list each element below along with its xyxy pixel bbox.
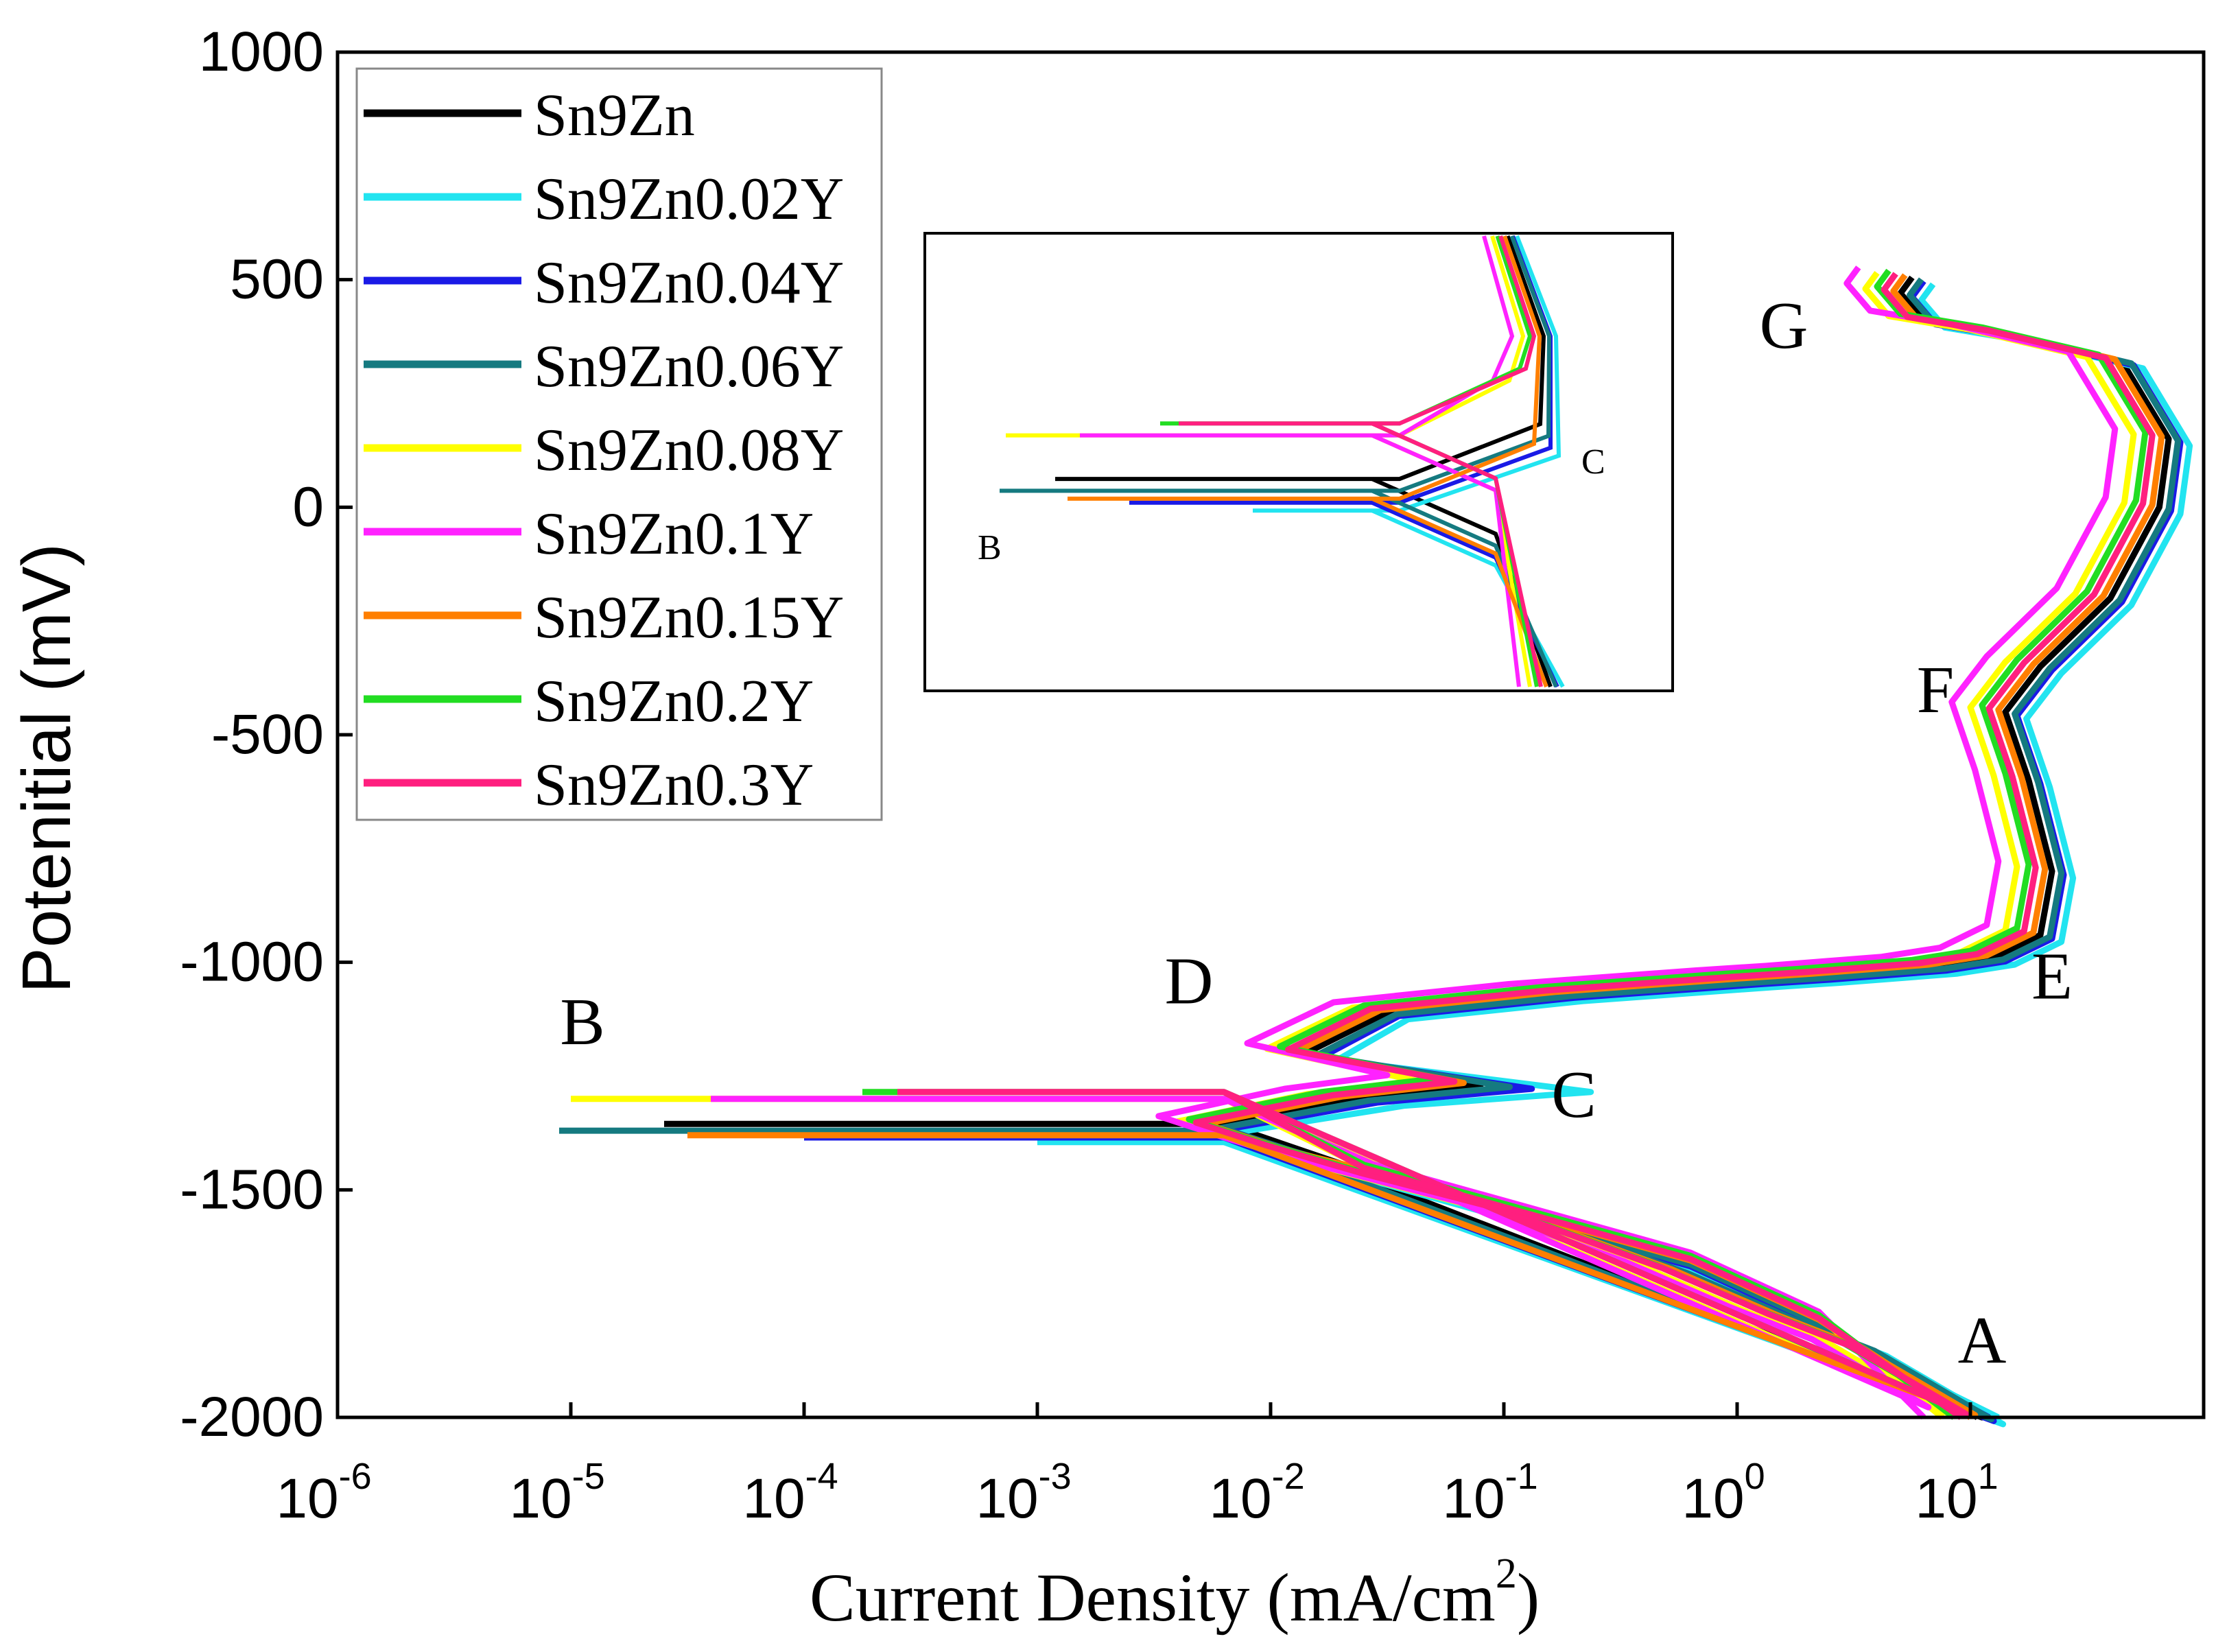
point-label: B <box>560 985 604 1059</box>
x-axis-title-main: Current Density (mA/cm <box>810 1559 1496 1636</box>
inset-series-3 <box>1000 235 1552 493</box>
y-tick-label: -2000 <box>180 1386 324 1448</box>
legend-label: Sn9Zn <box>534 82 695 149</box>
point-label: D <box>1165 944 1214 1018</box>
inset-label-b: B <box>978 528 1002 567</box>
point-label: E <box>2031 940 2073 1014</box>
legend-label: Sn9Zn0.04Y <box>534 250 844 316</box>
point-label: C <box>1551 1058 1596 1132</box>
legend-label: Sn9Zn0.02Y <box>534 166 844 233</box>
inset-frame <box>923 232 1674 692</box>
series-line-8 <box>897 272 2156 1417</box>
x-tick-label: 10-4 <box>742 1456 838 1530</box>
inset-panel: B C <box>923 232 1674 692</box>
legend-label: Sn9Zn0.08Y <box>534 417 844 484</box>
y-tick-label: -1000 <box>180 931 324 993</box>
x-tick-label: 10-2 <box>1209 1456 1304 1530</box>
legend-label: Sn9Zn0.15Y <box>534 585 844 651</box>
inset-label-c: C <box>1581 442 1605 482</box>
series-cathodic-8 <box>1222 1089 1963 1420</box>
inset-cathodic-3 <box>1371 488 1558 688</box>
x-tick-label: 100 <box>1682 1456 1765 1530</box>
y-tick-label: -500 <box>211 703 324 766</box>
x-tick-label: 10-5 <box>509 1456 604 1530</box>
series-group <box>559 266 2193 1428</box>
y-tick-label: 500 <box>230 248 324 311</box>
y-tick-label: 0 <box>292 475 324 538</box>
inset-cathodic-5 <box>1371 433 1521 687</box>
inset-series-0 <box>1055 235 1546 482</box>
legend-label: Sn9Zn0.06Y <box>534 333 844 400</box>
inset-series-6 <box>1068 235 1542 501</box>
inset-cathodic-8 <box>1371 421 1543 687</box>
point-label-group: A B C D E F G <box>560 289 2073 1378</box>
y-axis-title: Potenitial (mV) <box>8 543 85 993</box>
x-axis-title-close: ) <box>1517 1559 1540 1636</box>
x-tick-label: 10-3 <box>976 1456 1071 1530</box>
x-tick-label: 101 <box>1915 1456 1998 1530</box>
point-label: F <box>1917 653 1955 727</box>
x-axis-title-sup: 2 <box>1496 1550 1517 1597</box>
point-label: A <box>1958 1303 2007 1378</box>
y-tick-label: -1500 <box>180 1158 324 1220</box>
x-axis-title: Current Density (mA/cm2) <box>810 1550 1540 1636</box>
x-tick-label: 10-1 <box>1442 1456 1537 1530</box>
legend: Sn9Zn Sn9Zn0.02Y Sn9Zn0.04Y Sn9Zn0.06Y Sn9Zn… <box>355 67 883 821</box>
y-axis: 1000 500 0 -500 -1000 -1500 -2000 <box>180 21 353 1448</box>
legend-label: Sn9Zn0.1Y <box>534 501 814 567</box>
legend-label: Sn9Zn0.2Y <box>534 668 814 735</box>
point-label: G <box>1760 289 1808 363</box>
legend-label: Sn9Zn0.3Y <box>534 752 814 818</box>
inset-series-1 <box>1253 235 1561 513</box>
x-axis: 10-6 10-5 10-4 10-3 10-2 10-1 100 101 <box>276 1402 1999 1530</box>
x-tick-label: 10-6 <box>276 1456 371 1530</box>
y-tick-label: 1000 <box>199 21 324 83</box>
inset-curves <box>1000 235 1565 688</box>
inset-series-8 <box>1179 235 1537 426</box>
